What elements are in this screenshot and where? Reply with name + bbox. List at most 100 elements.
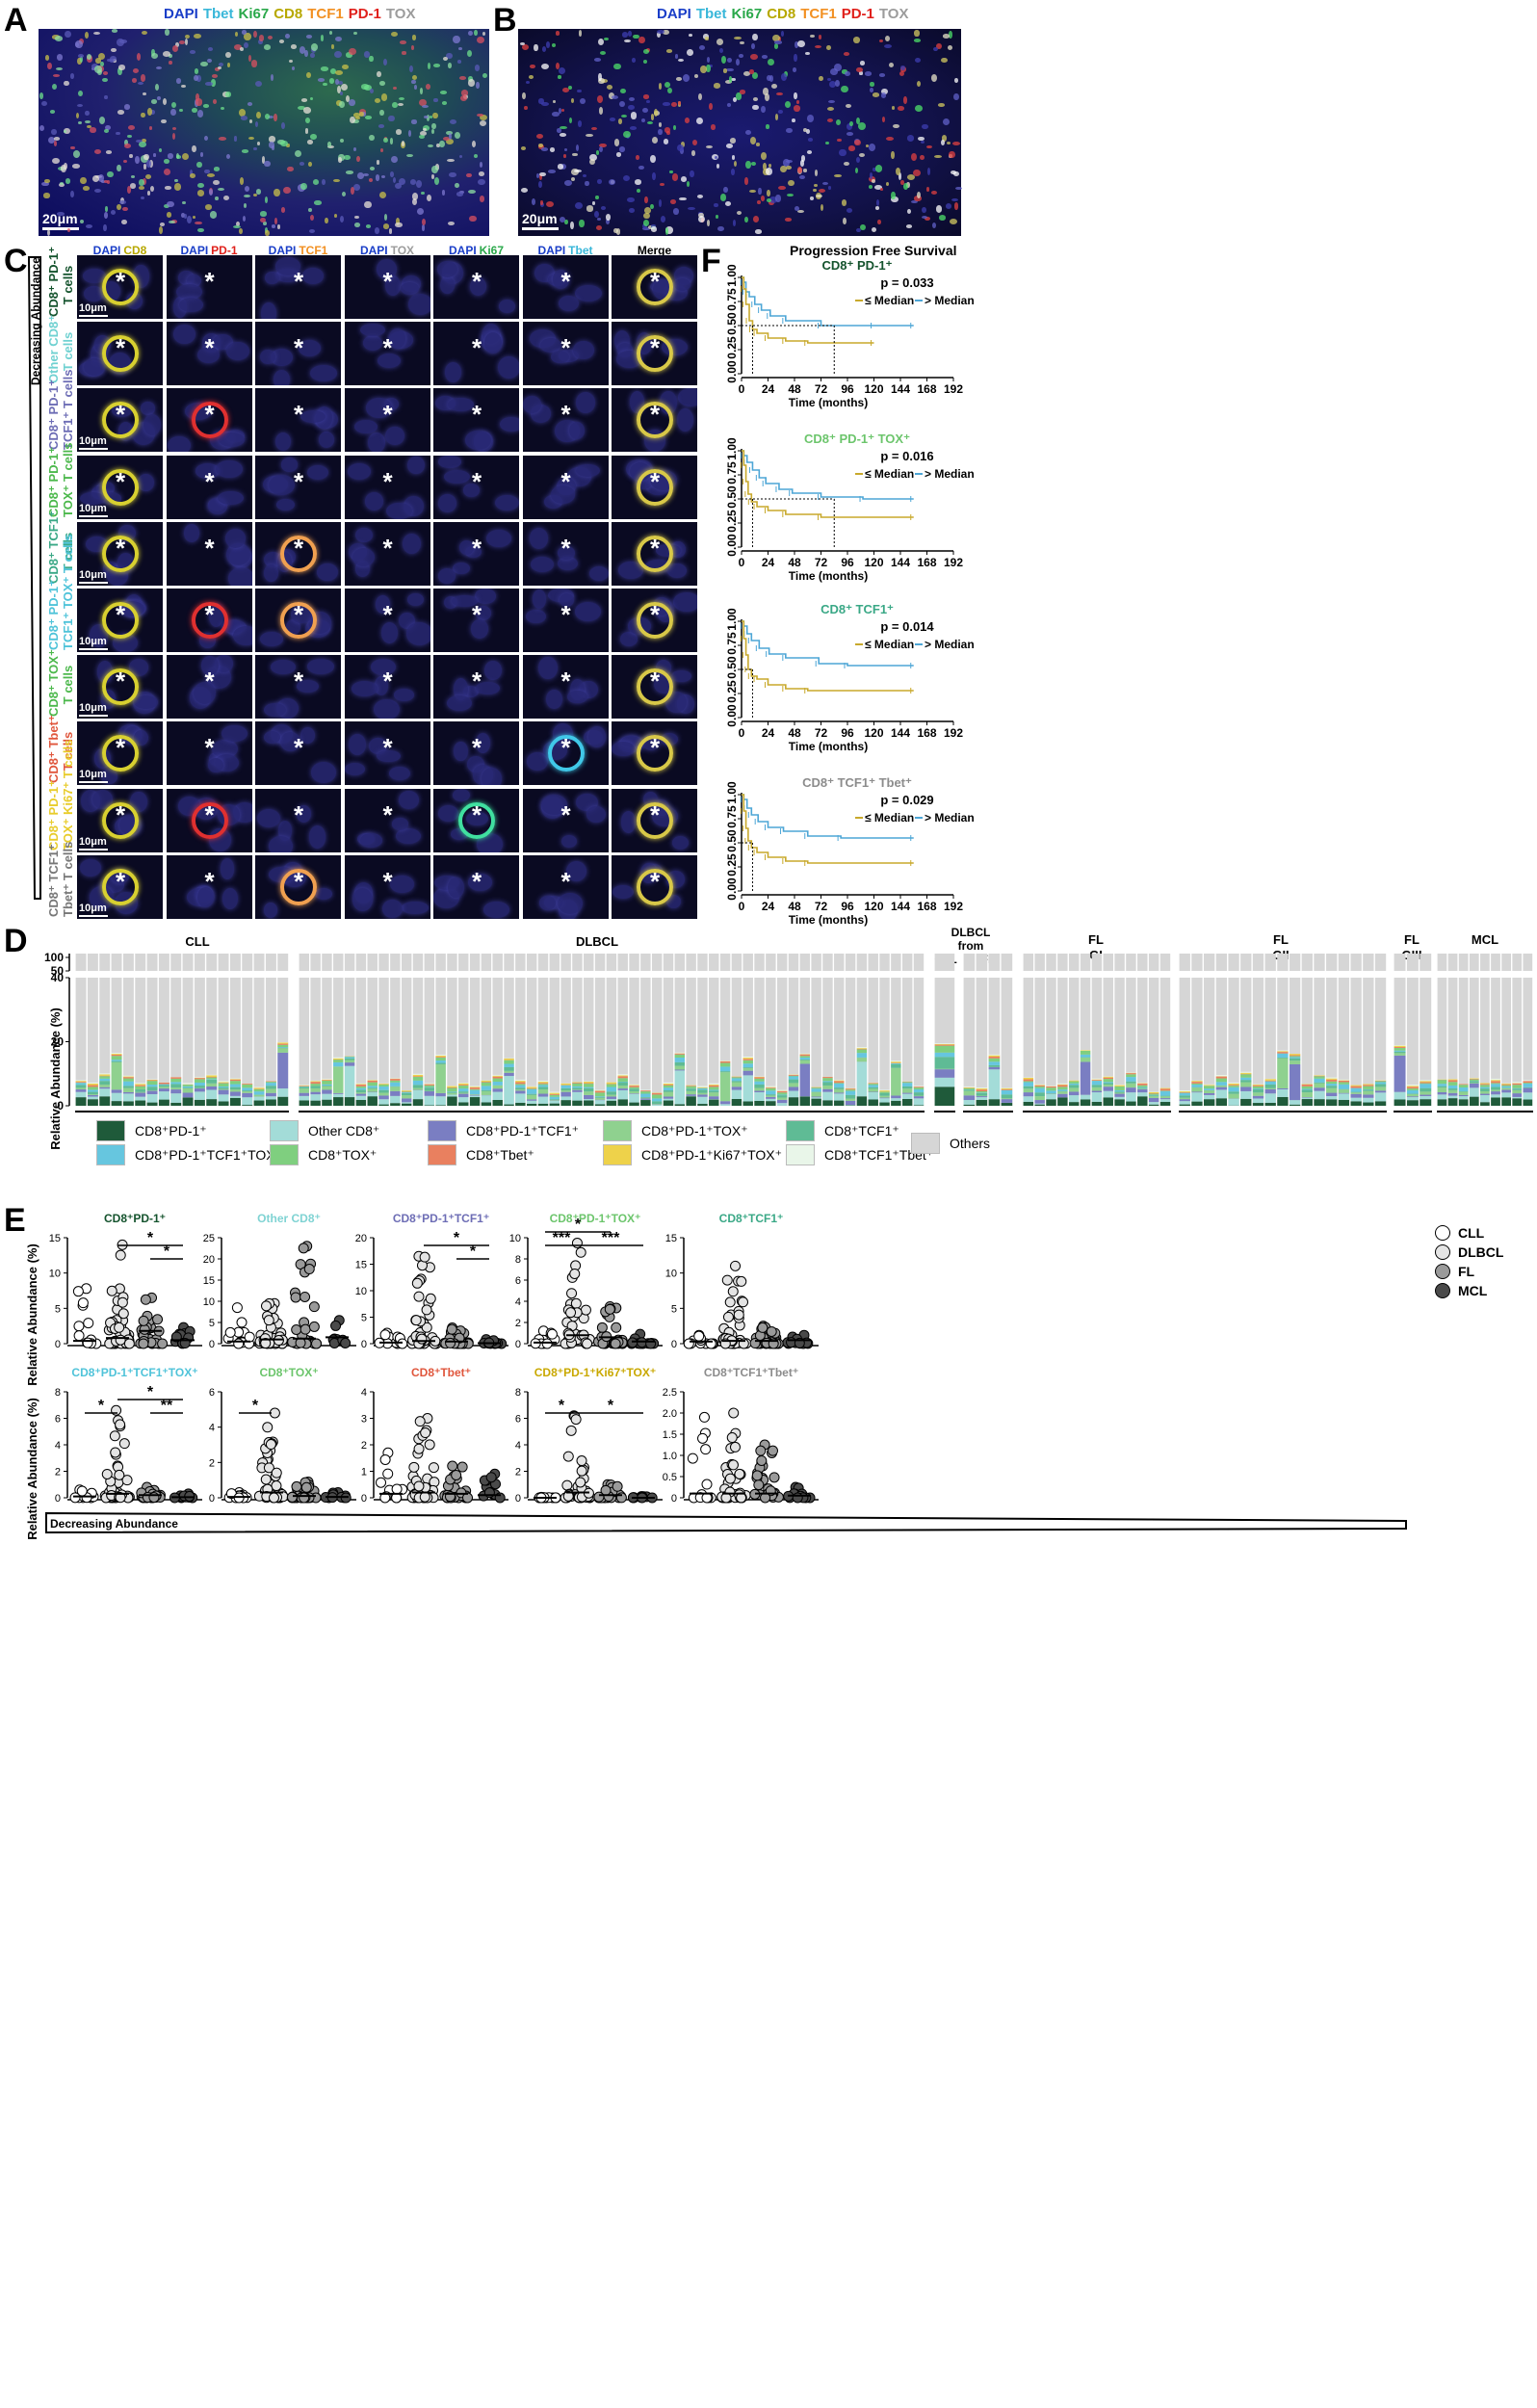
nucleus bbox=[407, 456, 425, 475]
cell-signal bbox=[419, 130, 427, 136]
bar-segment bbox=[1057, 1085, 1068, 1087]
target-cell-marker: * bbox=[294, 733, 304, 763]
cell-signal bbox=[744, 129, 752, 136]
cell-signal bbox=[409, 65, 414, 72]
bar-segment bbox=[549, 1093, 560, 1095]
bar-segment bbox=[299, 1086, 310, 1089]
bar-others bbox=[822, 978, 833, 1106]
target-cell-marker: * bbox=[204, 267, 215, 296]
bar-segment bbox=[1406, 1085, 1419, 1086]
bar-others-top bbox=[594, 954, 606, 971]
bar-segment bbox=[1458, 1091, 1469, 1095]
nucleus bbox=[308, 825, 326, 850]
cell-signal bbox=[196, 110, 203, 118]
y-tick-label: 0 bbox=[55, 1339, 61, 1350]
nucleus bbox=[221, 887, 239, 910]
cell-signal bbox=[205, 81, 213, 86]
bar-segment bbox=[674, 1070, 686, 1105]
nucleus bbox=[344, 763, 366, 776]
bar-segment bbox=[1447, 1080, 1458, 1083]
cell-signal bbox=[364, 200, 372, 208]
bar-segment bbox=[584, 1094, 594, 1100]
cell-signal bbox=[234, 43, 243, 50]
bar-segment bbox=[617, 1078, 628, 1082]
cell-signal bbox=[309, 96, 314, 101]
bar-segment bbox=[277, 1048, 289, 1053]
bar-segment bbox=[1264, 1079, 1276, 1081]
bar-others-top bbox=[265, 954, 276, 971]
cell-signal bbox=[141, 30, 147, 35]
data-point bbox=[701, 1479, 713, 1490]
y-tick-label: 10 bbox=[665, 1269, 677, 1280]
bar-others bbox=[1374, 978, 1387, 1106]
bar-segment bbox=[742, 1056, 753, 1059]
bar-segment bbox=[697, 1092, 708, 1095]
bar-segment bbox=[310, 1080, 321, 1082]
cell-signal bbox=[700, 65, 707, 74]
cell-signal bbox=[627, 196, 636, 203]
bar-segment bbox=[1394, 1099, 1406, 1106]
bar-segment bbox=[75, 1083, 87, 1086]
nucleus bbox=[259, 632, 283, 646]
bar-segment bbox=[146, 1079, 158, 1080]
bar-segment bbox=[1179, 1097, 1190, 1100]
cell-signal bbox=[383, 58, 388, 65]
cell-signal bbox=[221, 106, 225, 110]
cell-signal bbox=[268, 142, 275, 148]
scale-bar: 10μm bbox=[79, 702, 108, 718]
x-tick-label: 72 bbox=[815, 382, 828, 396]
cell-signal bbox=[52, 73, 61, 77]
y-tick-label: 5 bbox=[361, 1313, 367, 1324]
bar-segment bbox=[469, 1087, 481, 1089]
cell-signal bbox=[774, 40, 782, 44]
data-point bbox=[705, 1338, 716, 1349]
cell-signal bbox=[191, 108, 197, 113]
cell-signal bbox=[60, 164, 66, 172]
bar-segment bbox=[1326, 1087, 1338, 1093]
nucleus bbox=[552, 270, 570, 289]
data-point bbox=[379, 1329, 391, 1341]
cell-signal bbox=[786, 159, 793, 163]
nucleus bbox=[263, 563, 278, 582]
cell-signal bbox=[430, 173, 434, 179]
bar-segment bbox=[629, 1084, 639, 1086]
bar-segment bbox=[390, 1080, 401, 1083]
bar-segment bbox=[1023, 1079, 1034, 1082]
cell-signal bbox=[830, 68, 838, 75]
cell-signal bbox=[80, 55, 84, 63]
bar-segment bbox=[310, 1094, 321, 1101]
cell-signal bbox=[686, 180, 690, 187]
bar-others-top bbox=[1394, 954, 1406, 971]
cell-signal bbox=[760, 152, 767, 160]
bar-segment bbox=[242, 1090, 253, 1092]
bar-segment bbox=[1114, 1093, 1125, 1097]
cell-signal bbox=[766, 124, 769, 129]
cell-signal bbox=[826, 77, 832, 82]
y-tick-label: 0 bbox=[57, 1099, 64, 1112]
cell-signal bbox=[170, 108, 176, 116]
bar-others-top bbox=[504, 954, 514, 971]
cell-signal bbox=[768, 74, 774, 82]
nucleus bbox=[215, 655, 233, 672]
cell-signal bbox=[714, 155, 717, 160]
cell-signal bbox=[941, 140, 946, 145]
bar-segment bbox=[1458, 1085, 1469, 1087]
cell-signal bbox=[642, 226, 650, 231]
bar-segment bbox=[265, 1099, 276, 1106]
bar-segment bbox=[504, 1076, 514, 1105]
bar-segment bbox=[822, 1078, 833, 1082]
bar-segment bbox=[1480, 1094, 1490, 1103]
nucleus bbox=[500, 417, 519, 432]
nucleus bbox=[452, 594, 479, 608]
target-cell-marker: * bbox=[204, 466, 215, 496]
data-point bbox=[109, 1430, 120, 1442]
micrograph-tile: * bbox=[344, 655, 430, 720]
target-cell-marker: * bbox=[560, 267, 571, 296]
bar-others-top bbox=[776, 954, 788, 971]
y-tick-label: 8 bbox=[515, 1387, 521, 1399]
bar-segment bbox=[1447, 1082, 1458, 1086]
bar-others bbox=[731, 978, 742, 1106]
nucleus bbox=[197, 887, 214, 907]
cell-signal bbox=[82, 185, 91, 191]
bar-segment bbox=[265, 1092, 276, 1097]
